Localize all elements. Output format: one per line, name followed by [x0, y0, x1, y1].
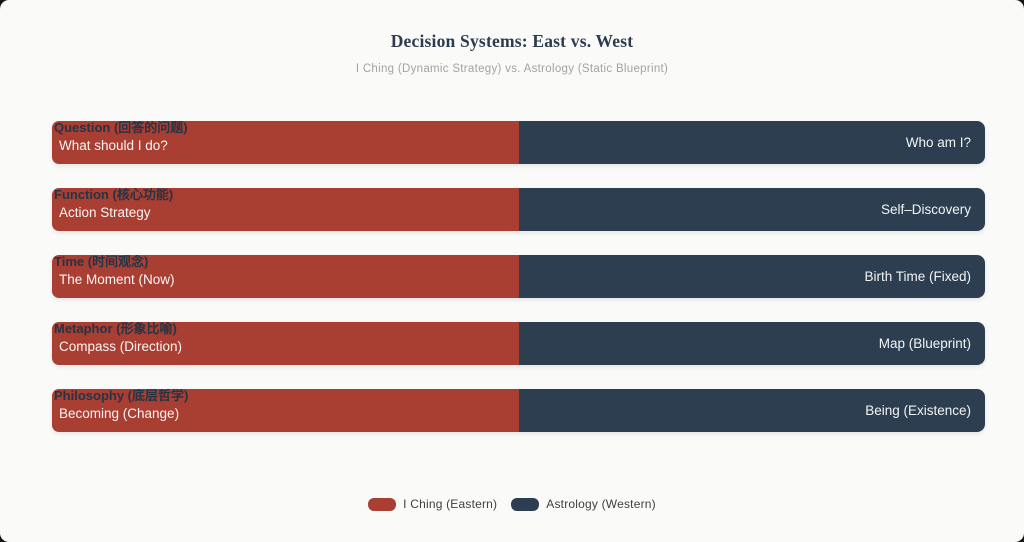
comparison-row-metaphor: Metaphor (形象比喻) Compass (Direction) Map …	[52, 322, 985, 365]
bar-iching-segment: Philosophy (底层哲学) Becoming (Change)	[52, 389, 519, 432]
bar-iching-segment: Time (时间观念) The Moment (Now)	[52, 255, 519, 298]
bar-iching-segment: Question (回答的问题) What should I do?	[52, 121, 519, 164]
legend-item-astrology: Astrology (Western)	[511, 497, 656, 511]
comparison-row-time: Time (时间观念) The Moment (Now) Birth Time …	[52, 255, 985, 298]
astrology-value: Self–Discovery	[880, 202, 971, 217]
category-label: Time (时间观念)	[54, 255, 149, 269]
bar-astrology-segment: Birth Time (Fixed)	[518, 255, 985, 298]
legend-label: Astrology (Western)	[546, 497, 656, 511]
bar-astrology-segment: Who am I?	[518, 121, 985, 164]
iching-value: Becoming (Change)	[59, 406, 180, 421]
iching-swatch-icon	[368, 497, 397, 511]
bar-iching-segment: Metaphor (形象比喻) Compass (Direction)	[52, 322, 519, 365]
comparison-bars: Question (回答的问题) What should I do? Who a…	[52, 121, 985, 456]
comparison-row-question: Question (回答的问题) What should I do? Who a…	[52, 121, 985, 164]
iching-value: What should I do?	[59, 138, 168, 153]
bar-astrology-segment: Map (Blueprint)	[518, 322, 985, 365]
iching-value: Compass (Direction)	[59, 339, 183, 354]
chart-legend: I Ching (Eastern) Astrology (Western)	[0, 497, 1024, 511]
bar-iching-segment: Function (核心功能) Action Strategy	[52, 188, 519, 231]
category-label: Metaphor (形象比喻)	[54, 322, 177, 336]
astrology-value: Birth Time (Fixed)	[864, 269, 971, 284]
legend-item-iching: I Ching (Eastern)	[368, 497, 497, 511]
bar-astrology-segment: Self–Discovery	[518, 188, 985, 231]
chart-subtitle: I Ching (Dynamic Strategy) vs. Astrology…	[355, 63, 669, 75]
astrology-value: Map (Blueprint)	[878, 336, 971, 351]
iching-value: Action Strategy	[59, 205, 151, 220]
astrology-value: Who am I?	[905, 135, 971, 150]
bar-astrology-segment: Being (Existence)	[518, 389, 985, 432]
comparison-row-function: Function (核心功能) Action Strategy Self–Dis…	[52, 188, 985, 231]
comparison-row-philosophy: Philosophy (底层哲学) Becoming (Change) Bein…	[52, 389, 985, 432]
astrology-value: Being (Existence)	[865, 403, 971, 418]
iching-value: The Moment (Now)	[59, 272, 175, 287]
astrology-swatch-icon	[511, 497, 540, 511]
category-label: Function (核心功能)	[54, 188, 174, 202]
legend-label: I Ching (Eastern)	[403, 497, 498, 511]
category-label: Philosophy (底层哲学)	[54, 389, 189, 403]
category-label: Question (回答的问题)	[54, 121, 188, 135]
chart-title: Decision Systems: East vs. West	[390, 31, 634, 51]
